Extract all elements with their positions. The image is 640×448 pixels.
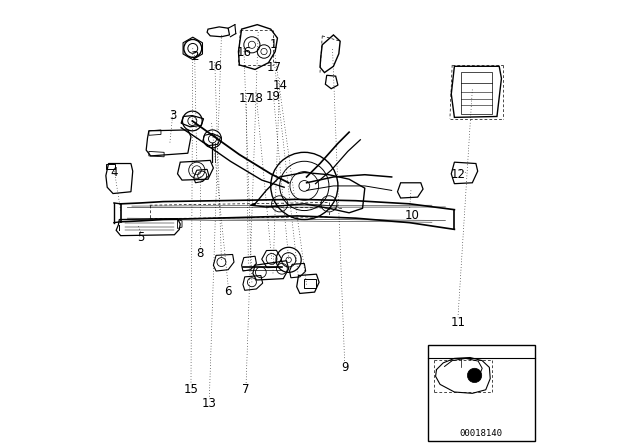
Text: 19: 19 bbox=[266, 90, 280, 103]
Text: 17: 17 bbox=[239, 92, 253, 105]
Text: 6: 6 bbox=[225, 284, 232, 298]
Text: 13: 13 bbox=[202, 396, 217, 410]
Text: 00018140: 00018140 bbox=[460, 429, 503, 438]
Text: 12: 12 bbox=[451, 168, 465, 181]
Text: 10: 10 bbox=[404, 208, 419, 222]
Text: 11: 11 bbox=[451, 316, 465, 329]
Text: 18: 18 bbox=[248, 92, 264, 105]
Text: 16: 16 bbox=[236, 46, 252, 60]
Text: 16: 16 bbox=[207, 60, 222, 73]
Text: 15: 15 bbox=[184, 383, 198, 396]
Text: 4: 4 bbox=[110, 166, 118, 179]
Text: 2: 2 bbox=[191, 49, 198, 63]
Text: 17: 17 bbox=[267, 60, 282, 74]
Text: 7: 7 bbox=[243, 383, 250, 396]
Text: 14: 14 bbox=[272, 78, 287, 92]
Text: 3: 3 bbox=[170, 109, 177, 122]
Text: 1: 1 bbox=[269, 38, 276, 52]
Text: 5: 5 bbox=[137, 231, 145, 244]
Text: 8: 8 bbox=[196, 246, 204, 260]
Text: 9: 9 bbox=[341, 361, 348, 374]
Circle shape bbox=[467, 368, 482, 383]
Bar bbox=[428, 345, 535, 441]
